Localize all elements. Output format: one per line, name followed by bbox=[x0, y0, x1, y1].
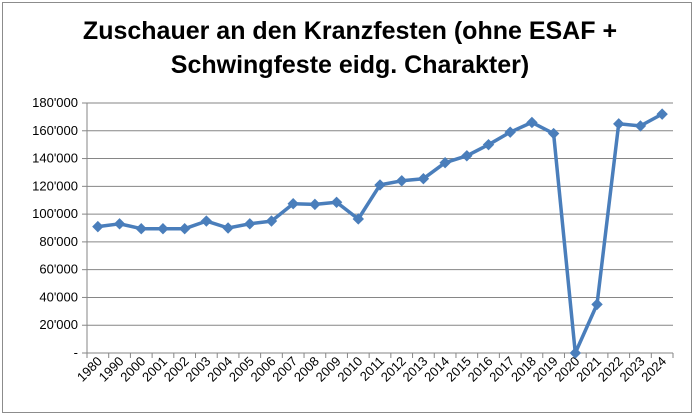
data-point-marker bbox=[222, 222, 234, 234]
chart-title-line-1: Zuschauer an den Kranzfesten (ohne ESAF … bbox=[82, 17, 618, 45]
data-point-marker bbox=[395, 175, 408, 187]
x-axis-ticks: 1980199020002001200220032004200520062007… bbox=[74, 354, 669, 385]
data-point-marker bbox=[634, 120, 647, 132]
data-point-marker bbox=[656, 108, 668, 120]
data-point-marker bbox=[309, 198, 321, 211]
data-point-marker bbox=[244, 218, 256, 230]
data-point-marker bbox=[526, 116, 538, 129]
data-point-marker bbox=[591, 298, 603, 311]
y-tick-label: - bbox=[74, 345, 78, 360]
data-point-marker bbox=[265, 215, 278, 227]
data-point-marker bbox=[178, 222, 191, 235]
data-point-marker bbox=[439, 157, 451, 169]
data-point-marker bbox=[461, 150, 473, 162]
y-tick-label: 80'000 bbox=[39, 234, 78, 249]
data-point-marker bbox=[613, 118, 625, 130]
y-tick-label: 40'000 bbox=[39, 289, 78, 304]
data-point-marker bbox=[482, 138, 495, 151]
data-point-marker bbox=[157, 222, 169, 235]
data-point-marker bbox=[200, 215, 213, 227]
data-point-marker bbox=[287, 197, 299, 210]
data-point-marker bbox=[352, 213, 365, 225]
series-line-path bbox=[96, 112, 664, 355]
data-point-marker bbox=[417, 172, 430, 185]
y-tick-label: 20'000 bbox=[39, 317, 78, 332]
series-line bbox=[96, 112, 664, 355]
x-tick-label: 2024 bbox=[638, 354, 669, 385]
chart-title-line-2: Schwingfeste eidg. Charakter) bbox=[170, 51, 530, 79]
y-tick-label: 160'000 bbox=[32, 123, 78, 138]
gridlines bbox=[87, 102, 673, 326]
data-point-marker bbox=[547, 127, 560, 140]
chart-title: Zuschauer an den Kranzfesten (ohne ESAF … bbox=[0, 14, 700, 82]
axes bbox=[82, 102, 674, 358]
data-point-marker bbox=[569, 347, 582, 359]
data-point-marker bbox=[135, 222, 147, 235]
y-tick-label: 120'000 bbox=[32, 178, 78, 193]
y-tick-label: 60'000 bbox=[39, 262, 78, 277]
data-point-marker bbox=[92, 220, 104, 233]
data-point-marker bbox=[113, 218, 126, 230]
y-tick-label: 140'000 bbox=[32, 151, 78, 166]
series-markers bbox=[92, 108, 668, 359]
data-point-marker bbox=[374, 179, 386, 191]
chart-frame bbox=[2, 2, 692, 413]
y-tick-label: 180'000 bbox=[32, 95, 78, 110]
data-point-marker bbox=[330, 196, 343, 209]
data-point-marker bbox=[504, 126, 516, 138]
y-tick-label: 100'000 bbox=[32, 206, 78, 221]
y-axis-ticks: - 20'000 40'000 60'000 80'000 100'000 120'000 1… bbox=[32, 95, 78, 360]
